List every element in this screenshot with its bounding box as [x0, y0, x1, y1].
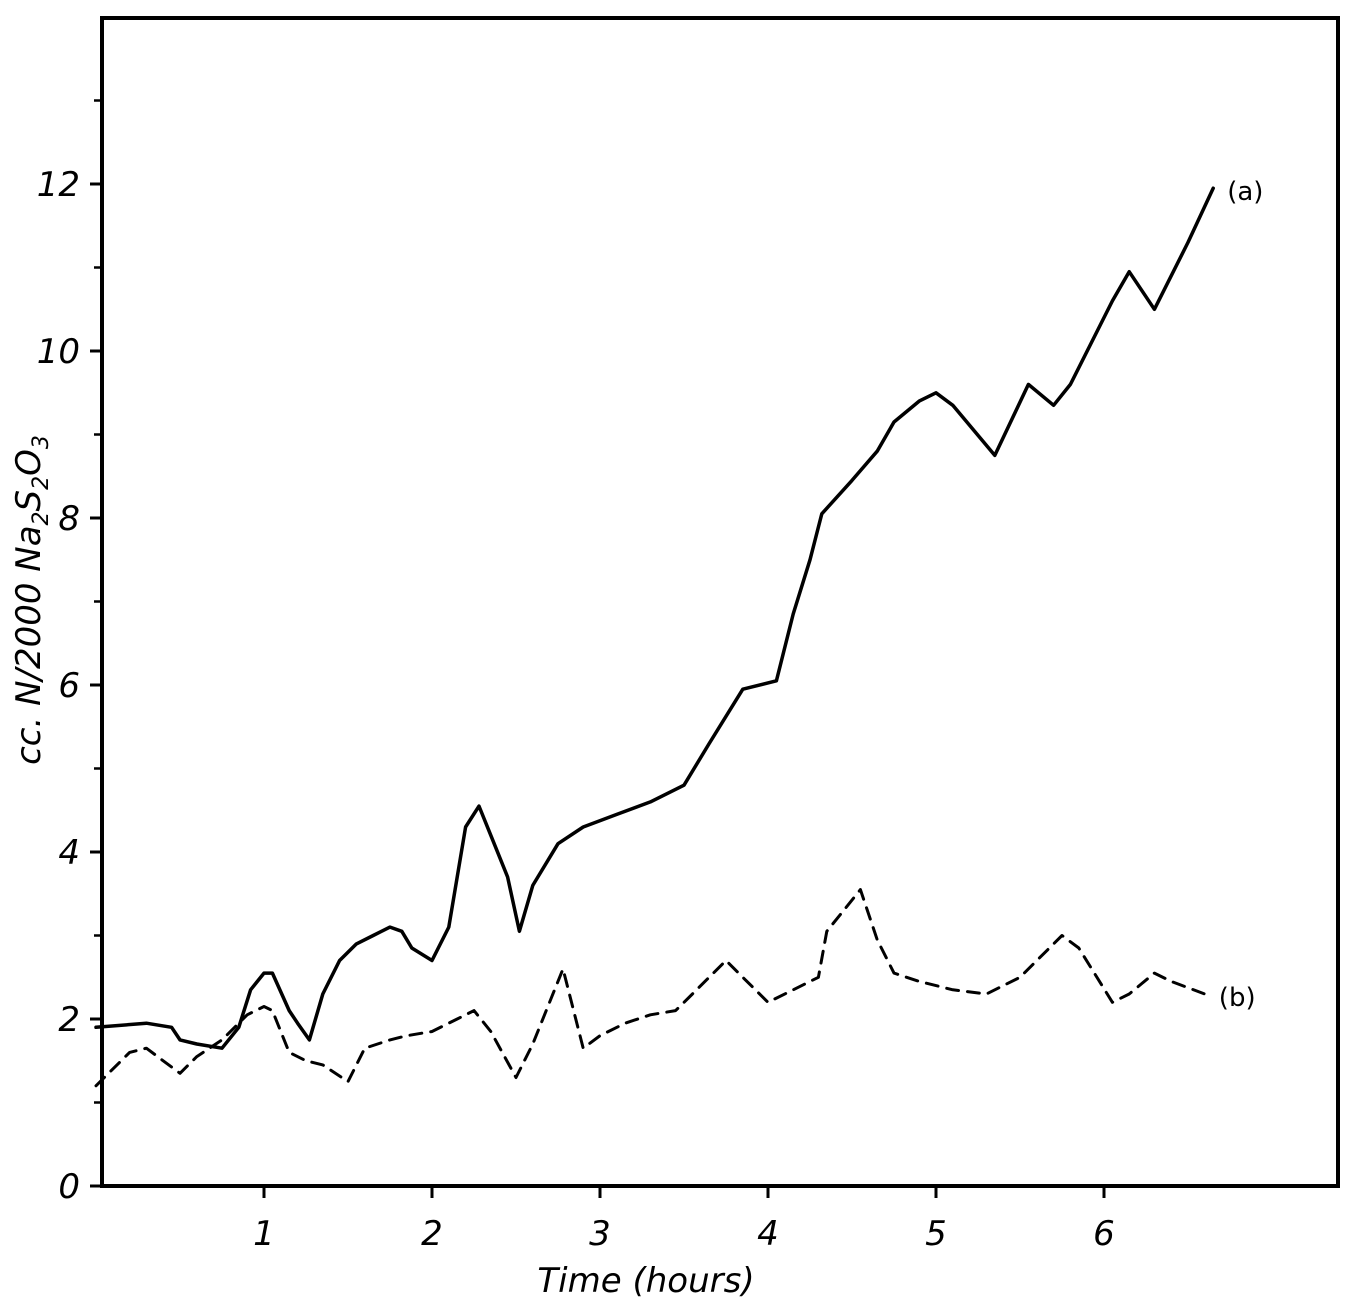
x-tick-label: 6 [1093, 1214, 1115, 1254]
y-tick-label: 6 [58, 666, 80, 706]
series-layer: (a) (b) [94, 177, 1263, 1088]
y-axis-label: cc. N/2000 Na2S2O3 [9, 435, 54, 765]
y-tick-label: 8 [58, 499, 80, 539]
y-tick-label: 4 [58, 833, 80, 873]
y-axis-label-sub3: 3 [29, 435, 54, 449]
y-tick-label: 12 [37, 165, 80, 205]
y-tick-label: 2 [58, 1000, 80, 1040]
series-label-b: (b) [1219, 983, 1256, 1013]
y-axis-label-mid: S [9, 490, 49, 512]
y-axis-label-sub1: 2 [29, 511, 54, 525]
x-axis-ticks: 1 2 3 4 5 6 [253, 1184, 1115, 1254]
series-label-a: (a) [1227, 177, 1263, 207]
series-line-a [94, 186, 1215, 1050]
y-tick-label: 10 [37, 332, 80, 372]
y-tick-label: 0 [58, 1167, 80, 1207]
x-axis-label: Time (hours) [537, 1261, 754, 1301]
y-axis-ticks: 0 2 4 6 8 10 12 [37, 99, 104, 1207]
y-axis-label-prefix: cc. N/2000 Na [9, 525, 49, 765]
y-axis-label-mid2: O [9, 449, 49, 476]
x-tick-label: 5 [925, 1214, 947, 1254]
x-tick-label: 4 [757, 1214, 779, 1254]
y-axis-label-sub2: 2 [29, 476, 54, 490]
x-tick-label: 3 [589, 1214, 611, 1254]
series-line-b [94, 888, 1207, 1088]
x-tick-label: 2 [421, 1214, 443, 1254]
x-tick-label: 1 [253, 1214, 275, 1254]
